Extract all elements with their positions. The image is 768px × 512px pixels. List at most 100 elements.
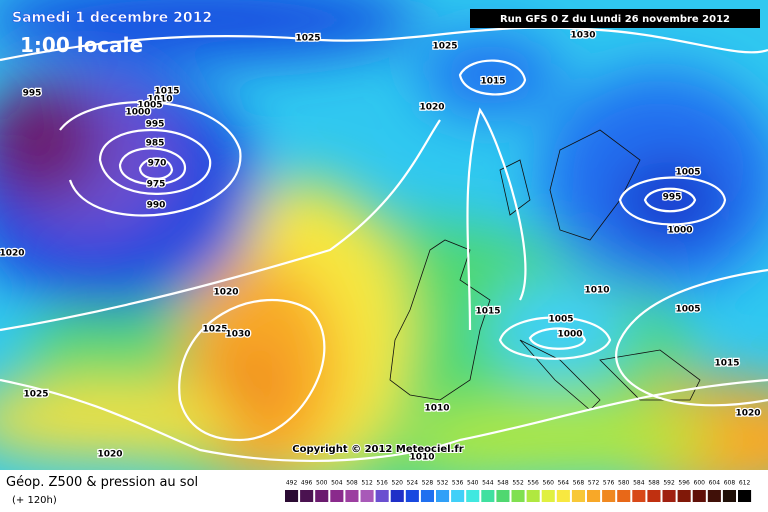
isobar-label: 1000 xyxy=(557,330,582,340)
scale-swatch xyxy=(330,490,344,502)
scale-label: 572 xyxy=(588,480,600,487)
copyright: Copyright © 2012 Meteociel.fr xyxy=(292,444,463,455)
isobar-label: 995 xyxy=(146,120,165,130)
scale-label: 588 xyxy=(648,480,660,487)
isobar xyxy=(458,59,527,96)
isobar-label: 985 xyxy=(146,139,165,149)
coastline xyxy=(389,129,701,411)
isobar-label: 1020 xyxy=(419,103,444,113)
isobar-label: 975 xyxy=(147,180,166,190)
footer-lead: (+ 120h) xyxy=(12,495,57,506)
isobar-label: 1010 xyxy=(409,453,434,463)
isobar-label: 1010 xyxy=(584,286,609,296)
scale-label: 536 xyxy=(452,480,464,487)
isobar xyxy=(498,316,612,360)
scale-swatch xyxy=(511,490,525,502)
footer-title: Géop. Z500 & pression au sol xyxy=(6,475,198,490)
scale-swatch xyxy=(345,490,359,502)
scale-label: 548 xyxy=(497,480,509,487)
scale-swatch xyxy=(722,490,736,502)
scale-swatch xyxy=(451,490,465,502)
isobar-label: 1015 xyxy=(154,87,179,97)
scale-label: 532 xyxy=(437,480,449,487)
scale-swatch xyxy=(405,490,419,502)
scale-swatch xyxy=(692,490,706,502)
scale-swatch xyxy=(602,490,616,502)
scale-swatch xyxy=(360,490,374,502)
isobar-label: 1020 xyxy=(0,249,25,259)
isobar xyxy=(0,119,441,332)
isobar-label: 1015 xyxy=(480,77,505,87)
scale-label: 568 xyxy=(573,480,585,487)
scale-swatch xyxy=(571,490,585,502)
scale-swatch xyxy=(587,490,601,502)
scale-label: 540 xyxy=(467,480,479,487)
scale-swatch xyxy=(526,490,540,502)
scale-swatch xyxy=(390,490,404,502)
scale-label: 496 xyxy=(301,480,313,487)
scale-swatch xyxy=(496,490,510,502)
scale-label: 600 xyxy=(694,480,706,487)
isobar xyxy=(615,268,768,407)
isobar-label: 1025 xyxy=(295,34,320,44)
isobar-label: 990 xyxy=(147,201,166,211)
isobar-label: 1010 xyxy=(147,95,172,105)
isobar-label: 1010 xyxy=(424,404,449,414)
scale-label: 500 xyxy=(316,480,328,487)
scale-label: 580 xyxy=(618,480,630,487)
scale-label: 564 xyxy=(558,480,570,487)
scale-swatch xyxy=(541,490,555,502)
isobar-label: 995 xyxy=(23,89,42,99)
isobar-label: 1025 xyxy=(432,42,457,52)
scale-label: 512 xyxy=(361,480,373,487)
scale-swatch xyxy=(556,490,570,502)
scale-label: 508 xyxy=(346,480,358,487)
scale-label: 516 xyxy=(376,480,388,487)
scale-label: 528 xyxy=(422,480,434,487)
isobar-label: 1025 xyxy=(202,325,227,335)
scale-swatch xyxy=(662,490,676,502)
isobar xyxy=(0,26,768,62)
scale-label: 592 xyxy=(663,480,675,487)
run-info: Run GFS 0 Z du Lundi 26 novembre 2012 xyxy=(500,14,730,25)
isobar-label: 1030 xyxy=(225,330,250,340)
scale-label: 504 xyxy=(331,480,343,487)
isobar-label: 1030 xyxy=(570,31,595,41)
isobar-label: 1020 xyxy=(213,288,238,298)
scale-swatch xyxy=(285,490,299,502)
scale-label: 520 xyxy=(392,480,404,487)
scale-label: 596 xyxy=(678,480,690,487)
scale-label: 524 xyxy=(407,480,419,487)
scale-label: 560 xyxy=(543,480,555,487)
isobar-label: 1020 xyxy=(735,409,760,419)
isobar-label: 1005 xyxy=(137,101,162,111)
scale-swatch xyxy=(632,490,646,502)
scale-label: 552 xyxy=(512,480,524,487)
isobar xyxy=(0,378,768,462)
isobar xyxy=(618,176,727,226)
scale-swatch xyxy=(647,490,661,502)
isobar-label: 995 xyxy=(663,193,682,203)
scale-swatch xyxy=(300,490,314,502)
scale-label: 584 xyxy=(633,480,645,487)
isobar xyxy=(466,107,527,331)
isobar xyxy=(178,299,326,442)
scale-label: 492 xyxy=(286,480,298,487)
time: 1:00 locale xyxy=(20,33,143,57)
scale-label: 544 xyxy=(482,480,494,487)
scale-swatch xyxy=(315,490,329,502)
isobar-label: 1015 xyxy=(475,307,500,317)
scale-swatch xyxy=(707,490,721,502)
isobar-label: 1020 xyxy=(97,450,122,460)
scale-swatch xyxy=(375,490,389,502)
scale-swatch xyxy=(436,490,450,502)
date: Samedi 1 decembre 2012 xyxy=(12,10,212,26)
isobar-label: 970 xyxy=(148,159,167,169)
scale-label: 612 xyxy=(739,480,751,487)
scale-swatch xyxy=(617,490,631,502)
isobar xyxy=(98,128,212,195)
